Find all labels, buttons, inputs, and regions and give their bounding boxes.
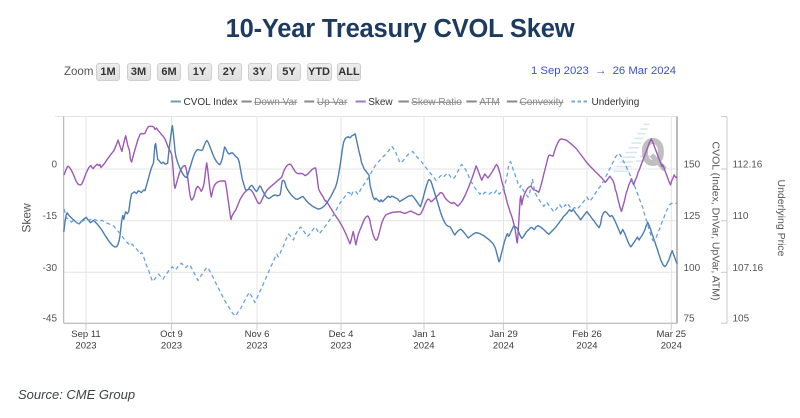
svg-text:Convexity: Convexity [520, 97, 564, 108]
svg-text:CVOL (Index, DnVar, UpVar, ATM: CVOL (Index, DnVar, UpVar, ATM) [710, 142, 722, 301]
svg-text:Down Var: Down Var [254, 97, 298, 108]
svg-text:125: 125 [684, 211, 701, 222]
svg-text:105: 105 [733, 314, 750, 325]
svg-text:110: 110 [733, 211, 749, 222]
svg-text:2023: 2023 [75, 340, 96, 351]
svg-text:107.16: 107.16 [733, 263, 764, 274]
svg-text:Skew: Skew [368, 97, 393, 108]
svg-text:Underlying Price: Underlying Price [775, 179, 787, 256]
svg-text:150: 150 [684, 160, 701, 171]
svg-text:112.16: 112.16 [733, 160, 763, 171]
svg-text:2023: 2023 [330, 340, 351, 351]
svg-text:Nov 6: Nov 6 [245, 329, 270, 340]
svg-text:-30: -30 [43, 263, 58, 274]
svg-text:ATM: ATM [479, 97, 499, 108]
svg-text:2024: 2024 [576, 340, 597, 351]
svg-text:0: 0 [51, 160, 57, 171]
svg-text:-45: -45 [43, 314, 58, 325]
svg-text:Jan 1: Jan 1 [412, 329, 435, 340]
svg-text:2024: 2024 [413, 340, 434, 351]
svg-text:2024: 2024 [493, 340, 514, 351]
svg-text:Oct 9: Oct 9 [160, 329, 183, 340]
svg-text:75: 75 [684, 314, 696, 325]
svg-text:Skew: Skew [20, 203, 34, 233]
svg-text:Sep 11: Sep 11 [71, 329, 100, 340]
svg-text:Underlying: Underlying [592, 97, 640, 108]
svg-text:Up Var: Up Var [317, 97, 348, 108]
svg-text:-15: -15 [43, 211, 58, 222]
svg-text:2024: 2024 [661, 340, 682, 351]
svg-text:2023: 2023 [246, 340, 267, 351]
svg-text:CVOL Index: CVOL Index [184, 97, 238, 108]
svg-text:Dec 4: Dec 4 [329, 329, 354, 340]
svg-text:100: 100 [684, 263, 701, 274]
svg-text:Mar 25: Mar 25 [657, 329, 687, 340]
svg-text:Jan 29: Jan 29 [489, 329, 518, 340]
svg-text:Skew Ratio: Skew Ratio [411, 97, 462, 108]
svg-text:2023: 2023 [161, 340, 182, 351]
svg-text:Feb 26: Feb 26 [572, 329, 602, 340]
